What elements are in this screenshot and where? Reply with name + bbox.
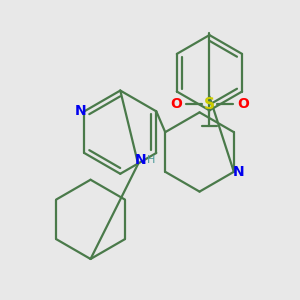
Text: H: H [147, 155, 155, 165]
Text: N: N [74, 104, 86, 118]
Text: O: O [237, 98, 249, 111]
Text: S: S [204, 97, 215, 112]
Text: O: O [170, 98, 182, 111]
Text: N: N [134, 153, 146, 167]
Text: N: N [233, 165, 244, 179]
